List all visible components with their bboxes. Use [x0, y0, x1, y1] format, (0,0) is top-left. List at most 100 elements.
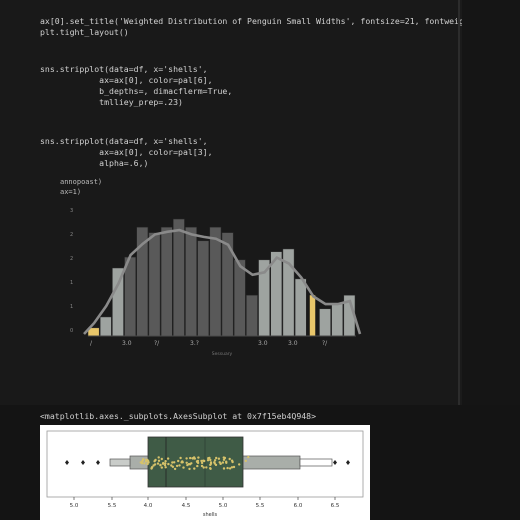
strip-point: [196, 464, 199, 468]
code-cell[interactable]: ax[0].set_title('Weighted Distribution o…: [0, 0, 513, 405]
strip-point: [171, 465, 175, 468]
strip-point: [213, 459, 217, 462]
strip-point: [160, 457, 163, 461]
x-tick-label: 4.5: [182, 503, 191, 509]
strip-point: [150, 466, 154, 469]
strip-point: [223, 456, 227, 460]
outlier-marker: [346, 460, 350, 465]
histogram-bar: [233, 259, 246, 337]
code-line: b_depths=, dimacflerm=True,: [40, 86, 233, 96]
strip-point: [145, 459, 148, 463]
strip-point: [171, 461, 174, 464]
highlight-bar: [309, 295, 316, 336]
strip-point: [219, 462, 222, 465]
strip-point: [202, 466, 205, 469]
right-gutter: [462, 0, 520, 405]
histogram-bar: [294, 278, 307, 337]
histogram-bar: [148, 232, 161, 337]
strip-point: [143, 462, 146, 465]
strip-point: [185, 457, 188, 460]
strip-point: [175, 464, 179, 468]
histogram-bar: [99, 316, 112, 337]
strip-point: [170, 464, 173, 467]
x-axis-label: Sessuary: [212, 351, 233, 357]
strip-point: [215, 456, 218, 460]
code-line: tmlliey_prep=.23): [40, 97, 183, 107]
x-tick-label: ?/: [322, 340, 328, 347]
y-tick-label: 1: [70, 304, 73, 310]
strip-point: [177, 459, 180, 463]
strip-point: [225, 460, 228, 463]
strip-point: [200, 464, 204, 468]
code-line-set-title: ax[0].set_title('Weighted Distribution o…: [40, 16, 514, 26]
x-tick-label: 3.0: [288, 340, 298, 347]
histogram-bar: [185, 226, 197, 337]
strip-point: [222, 458, 226, 461]
plot-frame: [46, 430, 364, 498]
strip-point: [226, 466, 229, 470]
inner-box: [147, 436, 244, 488]
strip-point: [191, 457, 195, 460]
histogram-chart: 3 2 2 1 1 0 / 3.0 ?/ 3.? 3.0 3.0 ?/ Sessuary: [70, 208, 362, 357]
outlier-marker: [96, 460, 100, 465]
strip-point: [167, 462, 170, 466]
strip-point: [152, 464, 155, 467]
strip-point: [160, 466, 163, 469]
strip-point: [157, 456, 160, 459]
output-repr: <matplotlib.axes._subplots.AxesSubplot a…: [40, 411, 317, 421]
strip-point: [164, 466, 167, 469]
code-line-tight-layout: plt.tight_layout(): [40, 27, 129, 37]
x-tick-label: /: [90, 340, 93, 347]
kde-curve: [83, 228, 362, 335]
outlier-marker: [333, 460, 337, 465]
strip-point: [209, 462, 213, 465]
strip-point: [200, 459, 203, 463]
strip-point: [197, 456, 200, 459]
x-tick-label: 5.5: [256, 503, 265, 509]
histogram-bar: [124, 256, 136, 337]
x-tick-label: 5.5: [108, 503, 117, 509]
strip-point: [173, 467, 177, 471]
histogram-bar: [331, 303, 344, 337]
boxen-chart: 5.0 5.5 4.0 4.5 5.0 5.5 6.0 6.5 shells: [40, 425, 370, 520]
whisker-box-left: [109, 458, 131, 467]
strip-point: [181, 461, 184, 464]
strip-point: [178, 464, 181, 467]
x-tick-label: 5.0: [70, 503, 79, 509]
strip-point: [185, 461, 188, 464]
strip-point: [196, 459, 200, 463]
strip-point: [173, 461, 176, 464]
strip-point: [147, 461, 150, 464]
strip-point: [156, 462, 160, 465]
histogram-bar: [173, 218, 185, 337]
strip-point: [217, 457, 221, 460]
strip-point: [193, 467, 196, 470]
strip-point: [154, 458, 157, 462]
strip-point: [232, 465, 236, 469]
y-tick-label: 3: [70, 208, 73, 214]
code-line: annopoast): [60, 178, 103, 186]
strip-point: [207, 457, 210, 460]
strip-point: [230, 466, 234, 469]
strip-point: [202, 459, 205, 462]
strip-point: [228, 467, 232, 470]
outlier-marker: [65, 460, 69, 465]
strip-point: [247, 455, 250, 459]
strip-point: [188, 463, 192, 466]
histogram-bar: [246, 294, 258, 337]
x-tick-label: 5.0: [219, 503, 228, 509]
strip-point: [244, 459, 247, 463]
code-line: alpha=.6,): [40, 158, 149, 168]
strip-point: [163, 464, 167, 467]
strip-point: [228, 457, 231, 461]
strip-point: [200, 461, 204, 465]
strip-point: [238, 463, 241, 466]
strip-point: [166, 457, 170, 460]
strip-point: [221, 461, 225, 464]
whisker-box-right: [299, 458, 333, 467]
strip-point: [159, 463, 162, 467]
strip-point: [231, 460, 234, 464]
histogram-bar: [197, 240, 210, 337]
scrollbar[interactable]: [458, 0, 460, 405]
histogram-bar: [160, 226, 173, 337]
